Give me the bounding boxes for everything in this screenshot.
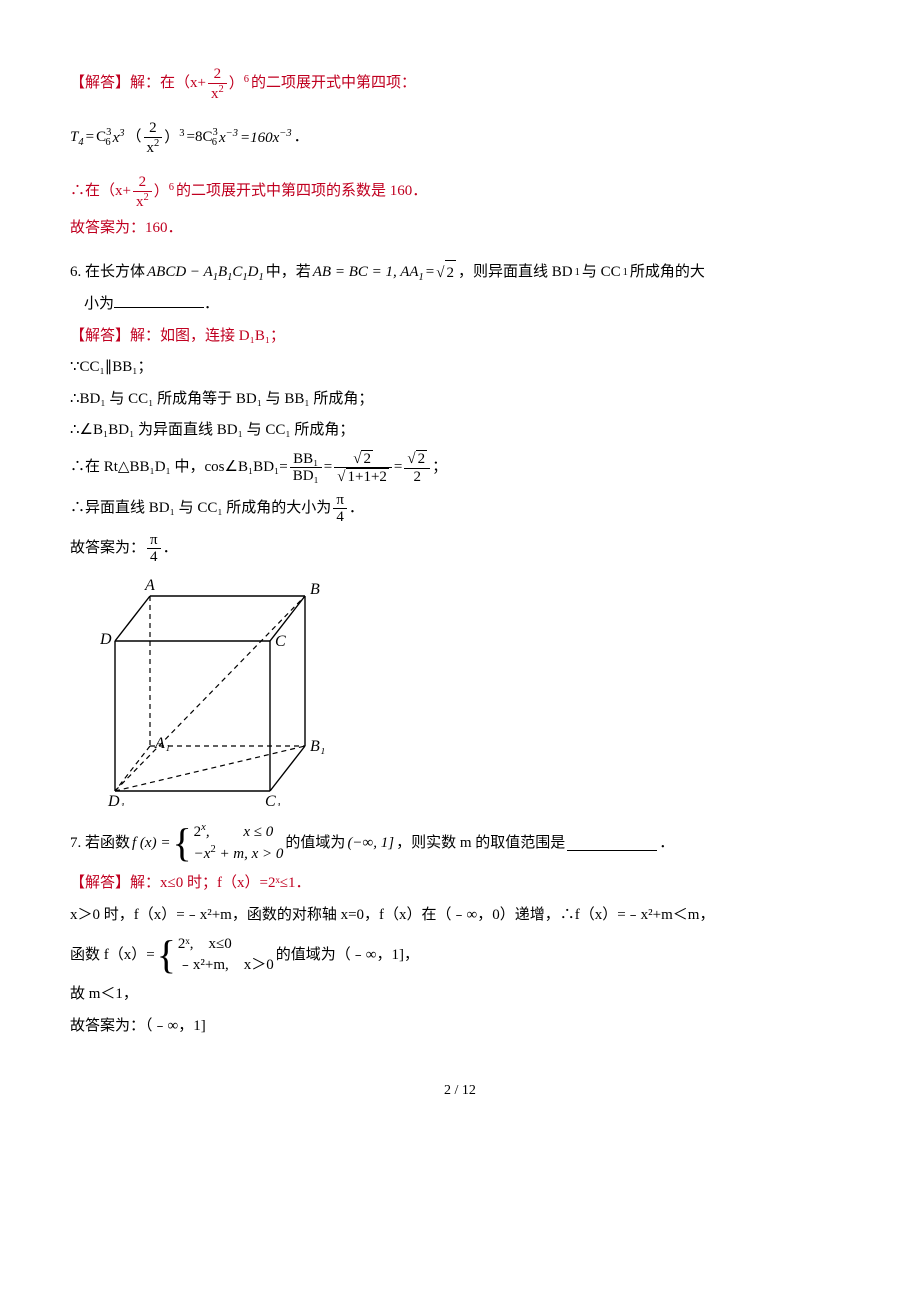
label-D1: D₁	[107, 793, 125, 806]
q6-stem: 6. 在长方体 ABCD − A1B1C1D1 中，若 AB = BC = 1,…	[70, 260, 850, 287]
cuboid-diagram: A B C D A₁ B₁ C₁ D₁	[100, 576, 850, 816]
sqrt2: √2	[436, 260, 456, 287]
q7-piecewise-body: 2x, x ≤ 0 −x2 + m, x > 0	[194, 821, 284, 865]
period: ．	[294, 125, 309, 151]
q6-l4-pre: ∴在 Rt△BB₁D₁ 中，cos∠B₁BD₁=	[70, 455, 288, 481]
eq: =	[426, 260, 434, 286]
q6-l2: ∴BD₁ 与 CC₁ 所成角等于 BD₁ 与 BB₁ 所成角；	[70, 387, 850, 413]
brace-icon: {	[157, 935, 176, 975]
q7-l3: 故 m＜1，	[70, 982, 850, 1008]
q6-pi4: π 4	[333, 492, 347, 526]
q5-rparen-exp2: ）6	[154, 179, 174, 206]
period: ．	[163, 536, 178, 562]
q6-l6-pre: 故答案为：	[70, 536, 145, 562]
q7-stem-tail: ，则实数 m 的取值范围是	[396, 831, 565, 857]
q5-conc-prefix: ∴在（x+	[70, 179, 131, 205]
q5-solution-line1: 【解答】解：在（x+ 2 x2 ）6 的二项展开式中第四项：	[70, 66, 850, 102]
q7-l2-p2: ﹣x²+m, x＞0	[178, 955, 274, 976]
q5-mid3: =160x−3	[240, 125, 292, 152]
q6-f2: √2 √1+1+2	[334, 450, 392, 486]
q5-answer: 故答案为：160．	[70, 216, 850, 242]
q5-sol-after: 的二项展开式中第四项：	[251, 71, 416, 97]
q5-rparen-exp: ）6	[229, 71, 249, 98]
q6-prism-symbol: ABCD − A1B1C1D1	[147, 260, 264, 287]
eq: =	[394, 455, 402, 481]
q6-l5-pre: ∴异面直线 BD₁ 与 CC₁ 所成角的大小为	[70, 496, 331, 522]
q7-pw2-body: 2ˣ, x≤0 ﹣x²+m, x＞0	[178, 934, 274, 976]
q5-exp: 6	[244, 74, 249, 85]
label-C: C	[275, 633, 286, 650]
q7-l1: x＞0 时，f（x）=﹣x²+m，函数的对称轴 x=0，f（x）在（﹣∞，0）递…	[70, 903, 850, 929]
q7-l2-p1: 2ˣ, x≤0	[178, 934, 274, 955]
eq-sign: =	[86, 125, 94, 151]
q7-range: (−∞, 1]	[347, 831, 394, 857]
label-A: A	[144, 577, 155, 594]
q5-frac1-den: x2	[208, 84, 227, 103]
q6-l3: ∴∠B₁BD₁ 为异面直线 BD₁ 与 CC₁ 所成角；	[70, 418, 850, 444]
q6-f1: BB₁ BD₁	[290, 451, 322, 485]
q5-T4-equation: T4 = C36 x3 （ 2 x2 ）3 =8C36 x−3 =160x−3 …	[70, 120, 850, 156]
q5-conc-after: 的二项展开式中第四项的系数是 160．	[176, 179, 427, 205]
q6-ab: AB = BC = 1, AA1	[313, 260, 424, 287]
q7-sol-header: 【解答】解：x≤0 时；f（x）=2ˣ≤1．	[70, 871, 850, 897]
q6-l5: ∴异面直线 BD₁ 与 CC₁ 所成角的大小为 π 4 ．	[70, 492, 850, 526]
rparen-3: ）3	[164, 125, 184, 152]
q7-p1: 2x, x ≤ 0	[194, 821, 284, 843]
q5-frac1: 2 x2	[208, 66, 227, 102]
q7-stem-prefix: 7. 若函数	[70, 831, 130, 857]
q6-stem-mid: 中，若	[266, 260, 311, 286]
q6-l1: ∵CC₁∥BB₁；	[70, 355, 850, 381]
cuboid-svg: A B C D A₁ B₁ C₁ D₁	[100, 576, 360, 806]
q6-f3: √2 2	[404, 450, 430, 485]
label-C1: C₁	[265, 793, 281, 806]
q6-with: 与 CC	[582, 260, 621, 286]
q6-l6: 故答案为： π 4 ．	[70, 532, 850, 566]
q7-l2: 函数 f（x）= { 2ˣ, x≤0 ﹣x²+m, x＞0 的值域为（﹣∞，1]…	[70, 934, 850, 976]
page-footer: 2 / 12	[70, 1079, 850, 1103]
q7-l2-tail: 的值域为（﹣∞，1]，	[276, 943, 419, 969]
q7-piecewise: { 2x, x ≤ 0 −x2 + m, x > 0	[172, 821, 283, 865]
q7-p2: −x2 + m, x > 0	[194, 843, 284, 865]
q5-frac2: 2 x2	[144, 120, 163, 156]
period: ．	[349, 496, 364, 522]
semicolon: ；	[432, 455, 447, 481]
q6-stem-line2: 小为．	[70, 292, 850, 318]
eq: =	[324, 455, 332, 481]
q7-fx: f (x) =	[132, 831, 170, 857]
q7-stem: 7. 若函数 f (x) = { 2x, x ≤ 0 −x2 + m, x > …	[70, 821, 850, 865]
q6-l4: ∴在 Rt△BB₁D₁ 中，cos∠B₁BD₁= BB₁ BD₁ = √2 √1…	[70, 450, 850, 486]
q5-x3: x3	[113, 125, 125, 152]
q5-frac3: 2 x2	[133, 174, 152, 210]
q7-l4: 故答案为：（﹣∞，1]	[70, 1014, 850, 1040]
q5-frac1-den-sup: 2	[218, 84, 223, 95]
fill-blank	[114, 292, 204, 308]
label-B1: B₁	[310, 738, 325, 755]
q5-frac1-num: 2	[208, 66, 227, 84]
q6-stem-tail: ，则异面直线 BD	[458, 260, 573, 286]
q5-sol-prefix: 【解答】解：在（x+	[70, 71, 206, 97]
brace-icon: {	[172, 823, 191, 863]
fill-blank	[567, 835, 657, 851]
q6-pi4-ans: π 4	[147, 532, 161, 566]
q6-end: 所成角的大	[630, 260, 705, 286]
q6-sol-header: 【解答】解：如图，连接 D₁B₁；	[70, 324, 850, 350]
lparen: （	[127, 125, 142, 151]
q5-T: T4	[70, 125, 84, 152]
q6-stem-prefix: 6. 在长方体	[70, 260, 145, 286]
q5-C: C36	[96, 124, 111, 152]
q7-l2-pre: 函数 f（x）=	[70, 943, 155, 969]
q7-stem-mid: 的值域为	[285, 831, 345, 857]
q5-mid2: x−3	[219, 125, 238, 152]
q5-conclusion: ∴在（x+ 2 x2 ）6 的二项展开式中第四项的系数是 160．	[70, 174, 850, 210]
label-D: D	[100, 631, 112, 648]
q7-piecewise2: { 2ˣ, x≤0 ﹣x²+m, x＞0	[157, 934, 274, 976]
label-B: B	[310, 581, 320, 598]
q5-mid: =8C36	[187, 124, 217, 152]
label-A1: A₁	[154, 735, 170, 752]
